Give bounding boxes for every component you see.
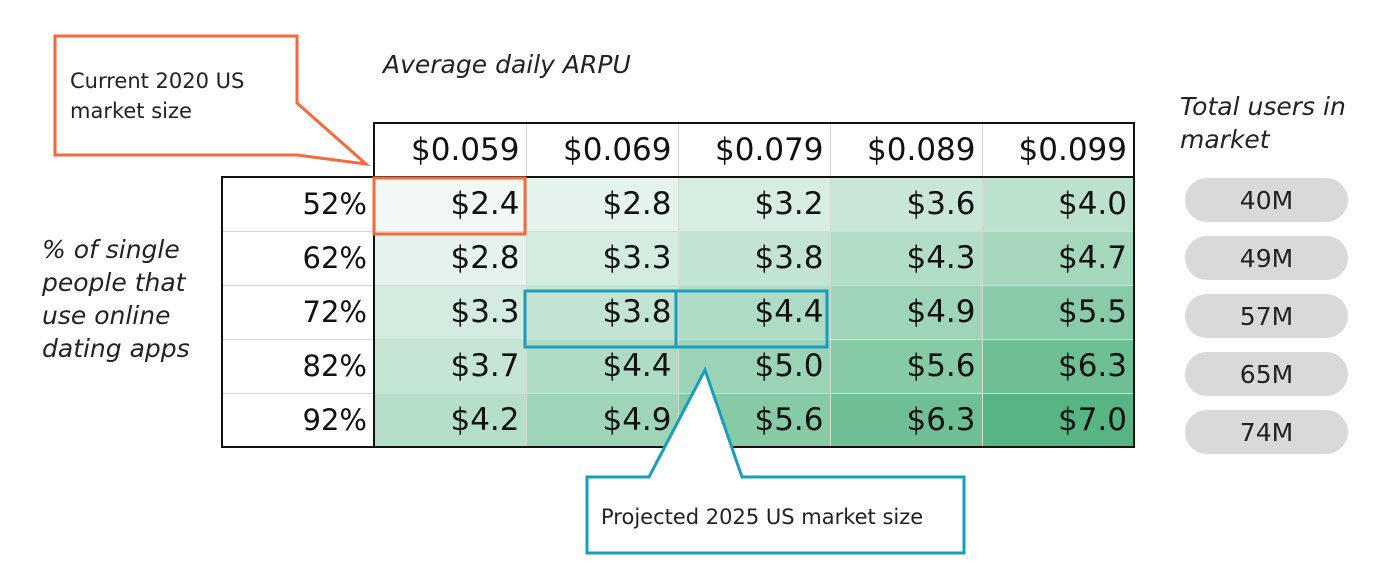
heat-cell: $3.8 bbox=[677, 230, 831, 286]
row-header: 52% bbox=[221, 176, 375, 232]
side-value-pill: 49M bbox=[1185, 236, 1348, 280]
highlight-current-cell bbox=[372, 176, 527, 236]
side-value-pill: 74M bbox=[1185, 410, 1348, 454]
heat-cell: $5.6 bbox=[829, 338, 983, 394]
heat-cell: $3.6 bbox=[829, 176, 983, 232]
heat-cell: $4.9 bbox=[525, 392, 679, 448]
col-header: $0.079 bbox=[677, 122, 831, 178]
y-axis-label: % of single people that use online datin… bbox=[42, 235, 190, 363]
heat-cell: $5.5 bbox=[981, 284, 1135, 340]
col-header: $0.099 bbox=[981, 122, 1135, 178]
row-header: 82% bbox=[221, 338, 375, 394]
side-label: Total users in market bbox=[1180, 92, 1346, 154]
callout-projected-shape bbox=[585, 366, 966, 555]
callout-current-shape bbox=[53, 34, 371, 167]
heatmap-table: $0.059 $0.069 $0.079 $0.089 $0.099 52% $… bbox=[221, 122, 1135, 448]
heat-cell: $2.4 bbox=[373, 176, 527, 232]
heat-cell: $7.0 bbox=[981, 392, 1135, 448]
heat-cell: $3.3 bbox=[373, 284, 527, 340]
heat-cell: $4.4 bbox=[677, 284, 831, 340]
heat-cell: $3.2 bbox=[677, 176, 831, 232]
col-header: $0.089 bbox=[829, 122, 983, 178]
heat-cell: $4.7 bbox=[981, 230, 1135, 286]
heat-cell: $4.2 bbox=[373, 392, 527, 448]
x-axis-label: Average daily ARPU bbox=[383, 50, 631, 79]
table-row: 52% $2.4 $2.8 $3.2 $3.6 $4.0 bbox=[221, 176, 1135, 232]
heat-cell: $3.3 bbox=[525, 230, 679, 286]
side-value-pill: 40M bbox=[1185, 178, 1348, 222]
side-value-pill: 65M bbox=[1185, 352, 1348, 396]
heat-cell: $6.3 bbox=[981, 338, 1135, 394]
table-row: 72% $3.3 $3.8 $4.4 $4.9 $5.5 bbox=[221, 284, 1135, 340]
side-value-pill: 57M bbox=[1185, 294, 1348, 338]
col-header: $0.059 bbox=[373, 122, 527, 178]
row-header: 92% bbox=[221, 392, 375, 448]
heat-cell: $2.8 bbox=[525, 176, 679, 232]
col-header: $0.069 bbox=[525, 122, 679, 178]
table-row: 62% $2.8 $3.3 $3.8 $4.3 $4.7 bbox=[221, 230, 1135, 286]
callout-projected-text: Projected 2025 US market size bbox=[601, 505, 924, 529]
heat-cell: $4.3 bbox=[829, 230, 983, 286]
callout-current-text: Current 2020 US market size bbox=[70, 69, 245, 123]
heat-cell: $3.8 bbox=[525, 284, 679, 340]
heat-cell: $4.9 bbox=[829, 284, 983, 340]
row-header: 72% bbox=[221, 284, 375, 340]
heat-cell: $4.0 bbox=[981, 176, 1135, 232]
